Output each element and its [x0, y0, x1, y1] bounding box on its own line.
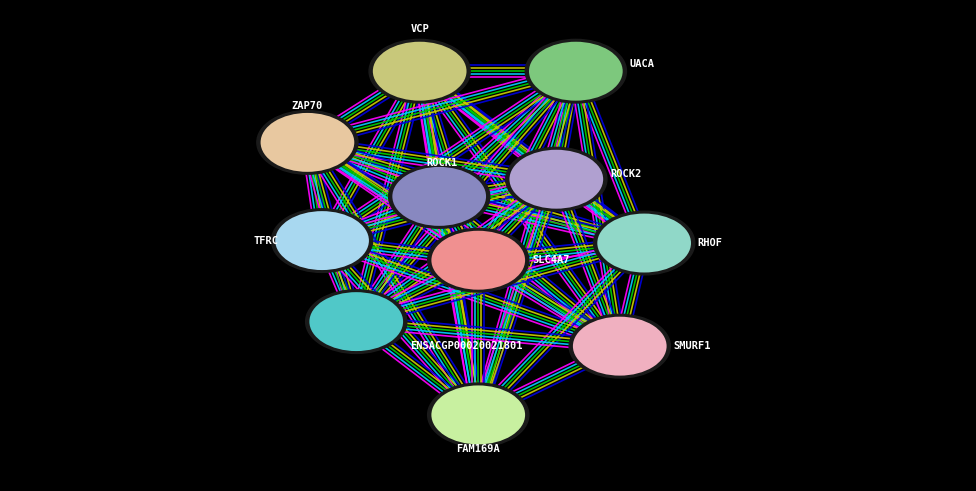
Ellipse shape	[392, 167, 486, 226]
Text: FAM169A: FAM169A	[457, 444, 500, 454]
Ellipse shape	[597, 214, 691, 273]
Ellipse shape	[529, 42, 623, 101]
Ellipse shape	[257, 110, 358, 174]
Ellipse shape	[271, 209, 373, 273]
Text: ROCK2: ROCK2	[610, 169, 641, 179]
Ellipse shape	[573, 317, 667, 376]
Text: SLC4A7: SLC4A7	[532, 255, 569, 265]
Ellipse shape	[593, 211, 695, 275]
Ellipse shape	[275, 211, 369, 270]
Text: ENSACGP00020021801: ENSACGP00020021801	[410, 341, 522, 351]
Ellipse shape	[309, 292, 403, 351]
Ellipse shape	[431, 385, 525, 444]
Text: RHOF: RHOF	[698, 238, 723, 248]
Ellipse shape	[531, 163, 582, 195]
Ellipse shape	[394, 55, 445, 87]
Text: TFRC: TFRC	[253, 236, 278, 246]
Ellipse shape	[373, 42, 467, 101]
Text: ZAP70: ZAP70	[292, 102, 323, 111]
Ellipse shape	[414, 180, 465, 213]
Text: ROCK1: ROCK1	[427, 158, 458, 168]
Ellipse shape	[427, 383, 529, 447]
Ellipse shape	[550, 55, 601, 87]
Ellipse shape	[525, 39, 627, 103]
Ellipse shape	[305, 290, 407, 354]
Ellipse shape	[431, 231, 525, 290]
Text: SMURF1: SMURF1	[673, 341, 711, 351]
Ellipse shape	[509, 150, 603, 209]
Ellipse shape	[453, 244, 504, 276]
Text: UACA: UACA	[630, 59, 655, 69]
Ellipse shape	[594, 330, 645, 362]
Text: VCP: VCP	[410, 25, 429, 34]
Ellipse shape	[506, 147, 607, 211]
Ellipse shape	[388, 164, 490, 228]
Ellipse shape	[369, 39, 470, 103]
Ellipse shape	[261, 113, 354, 172]
Ellipse shape	[331, 305, 382, 338]
Ellipse shape	[297, 224, 347, 257]
Ellipse shape	[453, 399, 504, 431]
Ellipse shape	[619, 227, 670, 259]
Ellipse shape	[427, 228, 529, 292]
Ellipse shape	[569, 314, 671, 378]
Ellipse shape	[282, 126, 333, 159]
